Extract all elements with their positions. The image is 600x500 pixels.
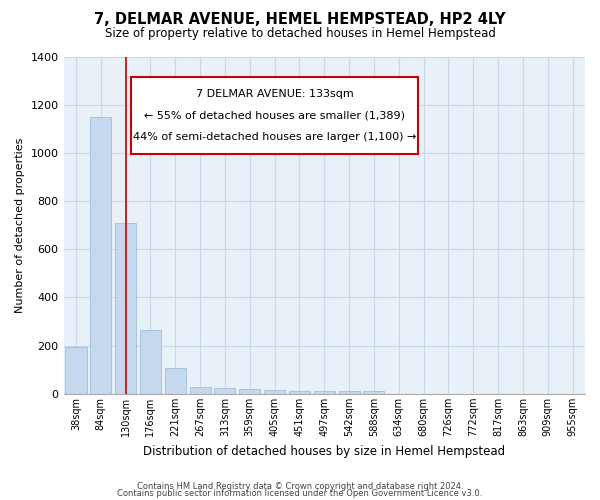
Bar — [165, 368, 186, 394]
Bar — [190, 386, 211, 394]
Text: 7, DELMAR AVENUE, HEMEL HEMPSTEAD, HP2 4LY: 7, DELMAR AVENUE, HEMEL HEMPSTEAD, HP2 4… — [94, 12, 506, 28]
Bar — [65, 347, 86, 394]
Text: Contains HM Land Registry data © Crown copyright and database right 2024.: Contains HM Land Registry data © Crown c… — [137, 482, 463, 491]
Bar — [140, 330, 161, 394]
X-axis label: Distribution of detached houses by size in Hemel Hempstead: Distribution of detached houses by size … — [143, 444, 505, 458]
Y-axis label: Number of detached properties: Number of detached properties — [15, 138, 25, 313]
Text: ← 55% of detached houses are smaller (1,389): ← 55% of detached houses are smaller (1,… — [144, 110, 405, 120]
Bar — [214, 388, 235, 394]
Bar — [364, 391, 385, 394]
Text: 44% of semi-detached houses are larger (1,100) →: 44% of semi-detached houses are larger (… — [133, 132, 416, 142]
Text: Contains public sector information licensed under the Open Government Licence v3: Contains public sector information licen… — [118, 490, 482, 498]
Bar — [289, 392, 310, 394]
Bar — [115, 223, 136, 394]
Bar — [264, 390, 285, 394]
Text: 7 DELMAR AVENUE: 133sqm: 7 DELMAR AVENUE: 133sqm — [196, 89, 353, 99]
Bar — [239, 388, 260, 394]
FancyBboxPatch shape — [131, 76, 418, 154]
Bar — [338, 392, 359, 394]
Text: Size of property relative to detached houses in Hemel Hempstead: Size of property relative to detached ho… — [104, 28, 496, 40]
Bar — [90, 116, 112, 394]
Bar — [314, 391, 335, 394]
